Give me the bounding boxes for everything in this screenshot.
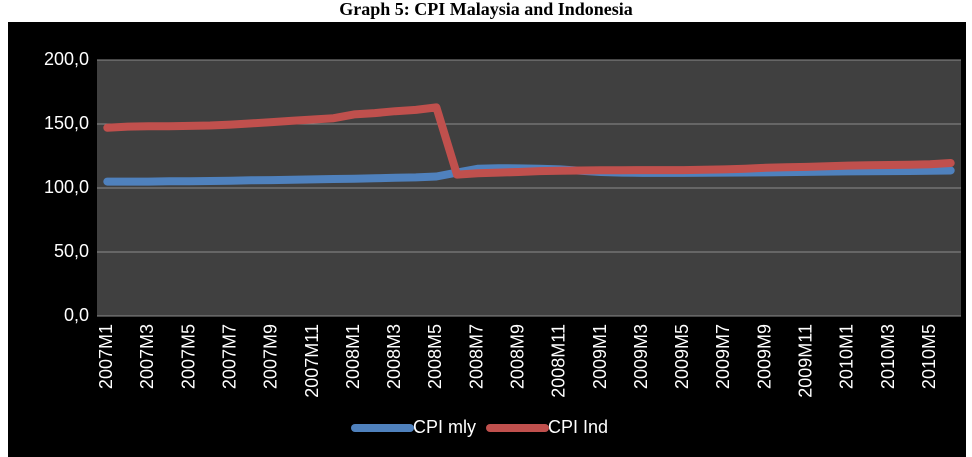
x-tick-label: 2008M5 bbox=[425, 324, 445, 389]
x-tick-label: 2007M7 bbox=[219, 324, 239, 389]
x-tick-label: 2007M5 bbox=[178, 324, 198, 389]
x-tick-label: 2009M1 bbox=[590, 324, 610, 389]
x-tick-label: 2010M1 bbox=[837, 324, 857, 389]
y-tick-label: 50,0 bbox=[54, 241, 89, 261]
x-tick-label: 2008M3 bbox=[384, 324, 404, 389]
x-tick-label: 2008M11 bbox=[549, 324, 569, 398]
x-tick-label: 2007M11 bbox=[302, 324, 322, 398]
y-tick-label: 100,0 bbox=[44, 177, 89, 197]
legend-label: CPI mly bbox=[413, 417, 476, 437]
x-tick-label: 2009M5 bbox=[672, 324, 692, 389]
x-tick-label: 2010M5 bbox=[919, 324, 939, 389]
x-tick-label: 2008M7 bbox=[466, 324, 486, 389]
legend-label: CPI Ind bbox=[548, 417, 608, 437]
x-tick-label: 2008M9 bbox=[507, 324, 527, 389]
x-tick-label: 2009M11 bbox=[795, 324, 815, 398]
x-tick-label: 2007M9 bbox=[261, 324, 281, 389]
x-tick-label: 2009M9 bbox=[754, 324, 774, 389]
y-tick-label: 0,0 bbox=[64, 305, 89, 325]
x-tick-label: 2008M1 bbox=[343, 324, 363, 389]
y-tick-label: 150,0 bbox=[44, 113, 89, 133]
series-line bbox=[103, 103, 955, 179]
chart-title: Graph 5: CPI Malaysia and Indonesia bbox=[339, 0, 633, 19]
x-tick-label: 2007M3 bbox=[137, 324, 157, 389]
x-tick-label: 2009M7 bbox=[713, 324, 733, 389]
x-tick-label: 2009M3 bbox=[631, 324, 651, 389]
y-tick-label: 200,0 bbox=[44, 49, 89, 69]
x-tick-label: 2010M3 bbox=[878, 324, 898, 389]
x-tick-label: 2007M1 bbox=[96, 324, 116, 389]
